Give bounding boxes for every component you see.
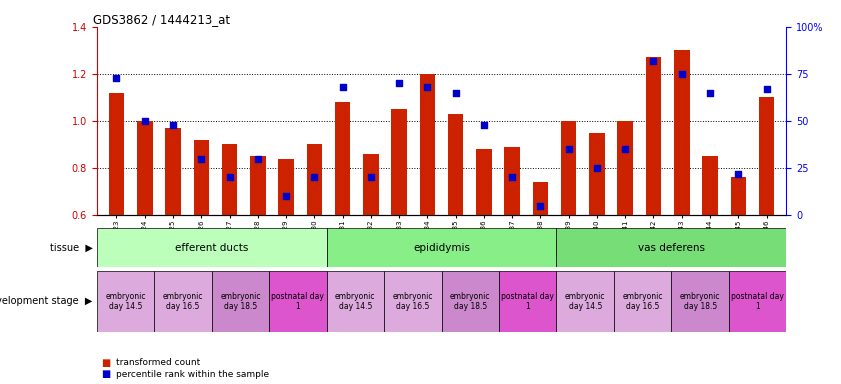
Bar bbox=[326, 271, 384, 332]
Point bbox=[675, 71, 689, 77]
Text: ■: ■ bbox=[101, 358, 110, 368]
Text: efferent ducts: efferent ducts bbox=[175, 243, 248, 253]
Text: embryonic
day 14.5: embryonic day 14.5 bbox=[335, 292, 376, 311]
Point bbox=[364, 174, 378, 180]
Point bbox=[590, 165, 604, 171]
Point bbox=[279, 193, 293, 199]
Point bbox=[505, 174, 519, 180]
Point bbox=[534, 203, 547, 209]
Point bbox=[167, 122, 180, 128]
Bar bbox=[442, 271, 499, 332]
Bar bbox=[561, 121, 576, 215]
Point bbox=[562, 146, 575, 152]
Point bbox=[138, 118, 151, 124]
Point bbox=[703, 90, 717, 96]
Text: percentile rank within the sample: percentile rank within the sample bbox=[116, 370, 269, 379]
Bar bbox=[137, 121, 152, 215]
Bar bbox=[154, 271, 212, 332]
Bar bbox=[505, 147, 520, 215]
Point bbox=[194, 156, 208, 162]
Point bbox=[393, 80, 406, 86]
Point bbox=[449, 90, 463, 96]
Text: development stage  ▶: development stage ▶ bbox=[0, 296, 93, 306]
Text: vas deferens: vas deferens bbox=[637, 243, 705, 253]
Bar bbox=[557, 228, 786, 267]
Point bbox=[647, 58, 660, 64]
Bar bbox=[532, 182, 548, 215]
Bar bbox=[222, 144, 237, 215]
Point bbox=[732, 170, 745, 177]
Bar bbox=[674, 50, 690, 215]
Point bbox=[110, 74, 124, 81]
Bar bbox=[97, 228, 326, 267]
Text: embryonic
day 16.5: embryonic day 16.5 bbox=[622, 292, 663, 311]
Text: postnatal day
1: postnatal day 1 bbox=[731, 292, 784, 311]
Text: embryonic
day 16.5: embryonic day 16.5 bbox=[162, 292, 204, 311]
Bar bbox=[614, 271, 671, 332]
Bar bbox=[557, 271, 614, 332]
Bar bbox=[363, 154, 378, 215]
Bar bbox=[448, 114, 463, 215]
Point bbox=[336, 84, 349, 90]
Bar bbox=[759, 98, 775, 215]
Bar bbox=[617, 121, 633, 215]
Bar bbox=[646, 58, 661, 215]
Bar bbox=[590, 133, 605, 215]
Text: embryonic
day 14.5: embryonic day 14.5 bbox=[105, 292, 145, 311]
Bar bbox=[384, 271, 442, 332]
Text: GDS3862 / 1444213_at: GDS3862 / 1444213_at bbox=[93, 13, 230, 26]
Point bbox=[420, 84, 434, 90]
Bar bbox=[326, 228, 557, 267]
Bar bbox=[108, 93, 124, 215]
Bar bbox=[671, 271, 729, 332]
Bar bbox=[97, 271, 154, 332]
Bar bbox=[702, 156, 718, 215]
Point bbox=[251, 156, 265, 162]
Bar bbox=[250, 156, 266, 215]
Text: ■: ■ bbox=[101, 369, 110, 379]
Text: postnatal day
1: postnatal day 1 bbox=[272, 292, 325, 311]
Bar bbox=[476, 149, 492, 215]
Point bbox=[308, 174, 321, 180]
Bar bbox=[731, 177, 746, 215]
Bar bbox=[499, 271, 557, 332]
Bar bbox=[335, 102, 351, 215]
Bar bbox=[212, 271, 269, 332]
Bar bbox=[278, 159, 294, 215]
Point bbox=[618, 146, 632, 152]
Text: embryonic
day 18.5: embryonic day 18.5 bbox=[680, 292, 721, 311]
Bar bbox=[193, 140, 209, 215]
Bar bbox=[165, 128, 181, 215]
Point bbox=[223, 174, 236, 180]
Bar bbox=[729, 271, 786, 332]
Text: embryonic
day 14.5: embryonic day 14.5 bbox=[565, 292, 606, 311]
Bar bbox=[307, 144, 322, 215]
Text: embryonic
day 18.5: embryonic day 18.5 bbox=[450, 292, 490, 311]
Point bbox=[759, 86, 773, 92]
Text: transformed count: transformed count bbox=[116, 358, 200, 367]
Text: postnatal day
1: postnatal day 1 bbox=[501, 292, 554, 311]
Bar bbox=[269, 271, 326, 332]
Text: epididymis: epididymis bbox=[413, 243, 470, 253]
Bar bbox=[391, 109, 407, 215]
Text: tissue  ▶: tissue ▶ bbox=[50, 243, 93, 253]
Bar bbox=[420, 74, 435, 215]
Point bbox=[477, 122, 490, 128]
Text: embryonic
day 16.5: embryonic day 16.5 bbox=[393, 292, 433, 311]
Text: embryonic
day 18.5: embryonic day 18.5 bbox=[220, 292, 261, 311]
